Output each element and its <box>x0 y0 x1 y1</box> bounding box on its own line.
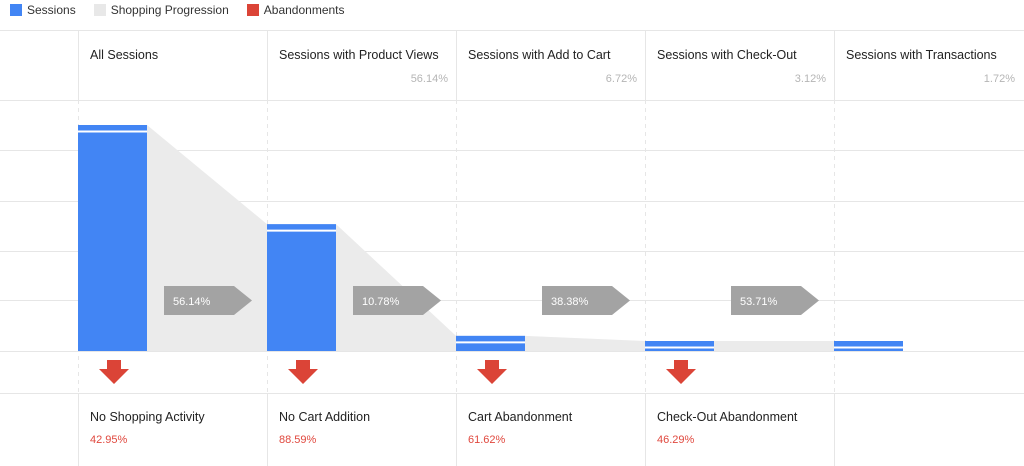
progression-label-0: 56.14% <box>173 296 211 308</box>
session-bar-2 <box>456 335 525 351</box>
legend-swatch-sessions <box>10 4 22 16</box>
legend-item-shopping-progression[interactable]: Shopping Progression <box>93 3 229 17</box>
stage-percent-4: 1.72% <box>983 73 1015 85</box>
legend-label-shopping-progression: Shopping Progression <box>110 3 229 17</box>
abandonment-arrow-0 <box>99 360 129 384</box>
session-bar-1 <box>267 224 336 351</box>
progression-area-3 <box>714 341 834 351</box>
legend-label-sessions: Sessions <box>27 3 76 17</box>
legend-label-abandonments: Abandonments <box>263 3 345 17</box>
session-bar-0 <box>78 125 147 351</box>
abandonment-percent-0: 42.95% <box>90 434 128 446</box>
session-bar-3 <box>645 341 714 351</box>
legend: Sessions Shopping Progression Abandonmen… <box>10 2 363 18</box>
progression-area-2 <box>525 335 645 351</box>
stage-percent-2: 6.72% <box>605 73 637 85</box>
progression-area-0 <box>147 125 267 351</box>
progression-label-3: 53.71% <box>740 296 778 308</box>
abandonment-label-1: No Cart Addition <box>279 410 371 424</box>
stage-percent-1: 56.14% <box>410 73 448 85</box>
legend-swatch-abandonments <box>246 4 259 16</box>
stage-title-0: All Sessions <box>90 48 159 62</box>
abandonment-arrow-2 <box>477 360 507 384</box>
abandonment-percent-3: 46.29% <box>657 434 695 446</box>
abandonment-label-0: No Shopping Activity <box>90 410 205 424</box>
stage-title-1: Sessions with Product Views <box>279 48 439 62</box>
session-bar-4 <box>834 341 903 351</box>
progression-arrow-2 <box>542 286 630 315</box>
progression-arrow-0 <box>164 286 252 315</box>
stage-title-4: Sessions with Transactions <box>846 48 997 62</box>
abandonment-label-3: Check-Out Abandonment <box>657 410 798 424</box>
stage-title-3: Sessions with Check-Out <box>657 48 797 62</box>
stage-percent-3: 3.12% <box>794 73 826 85</box>
legend-item-sessions[interactable]: Sessions <box>10 3 76 17</box>
abandonment-arrow-3 <box>666 360 696 384</box>
stage-title-2: Sessions with Add to Cart <box>468 48 611 62</box>
legend-swatch-shopping-progression <box>93 4 106 16</box>
progression-arrow-1 <box>353 286 441 315</box>
progression-label-1: 10.78% <box>362 296 400 308</box>
legend-item-abandonments[interactable]: Abandonments <box>246 3 345 17</box>
abandonment-percent-2: 61.62% <box>468 434 506 446</box>
progression-label-2: 38.38% <box>551 296 589 308</box>
progression-arrow-3 <box>731 286 819 315</box>
abandonment-arrow-1 <box>288 360 318 384</box>
abandonment-label-2: Cart Abandonment <box>468 410 573 424</box>
abandonment-percent-1: 88.59% <box>279 434 317 446</box>
